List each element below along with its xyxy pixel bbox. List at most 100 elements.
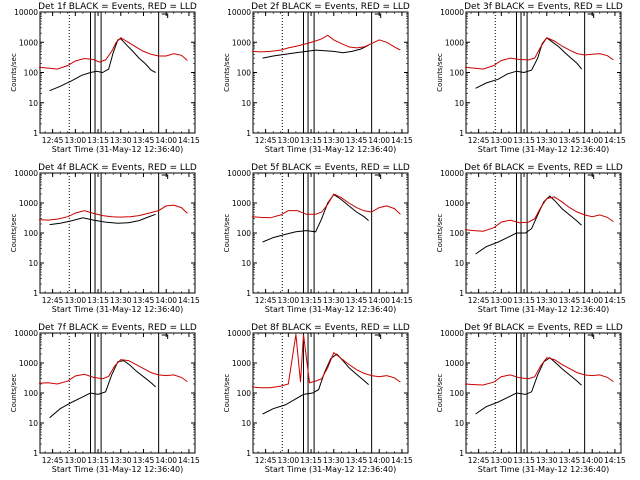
x-tick-label: 13:00 <box>65 296 87 305</box>
interval-bracket <box>374 13 382 18</box>
series-red-line <box>38 37 188 70</box>
x-tick-label: 14:00 <box>368 296 390 305</box>
x-tick-label: 12:45 <box>42 296 64 305</box>
panel-3: Det 3f BLACK = Events, RED = LLD 1 10 100 10… <box>436 2 626 154</box>
series-red-line <box>38 204 188 221</box>
x-tick-label: 12:45 <box>468 456 490 465</box>
series-black-line <box>262 193 369 243</box>
panel-title: Det 6f BLACK = Events, RED = LLD <box>464 163 623 173</box>
y-tick-label: 10 <box>454 419 464 428</box>
interval-bracket <box>587 13 595 18</box>
series-black-line <box>262 44 369 59</box>
y-tick-label: 1 <box>246 129 251 138</box>
x-tick-label: 14:15 <box>391 456 413 465</box>
panel-title: Det 9f BLACK = Events, RED = LLD <box>464 323 623 333</box>
y-tick-label: 1000 <box>19 199 38 208</box>
y-tick-label: 10 <box>241 259 251 268</box>
y-tick-label: 100 <box>237 229 252 238</box>
x-tick-label: 14:15 <box>178 456 200 465</box>
panel-1: Det 1f BLACK = Events, RED = LLD 1 10 100 10… <box>10 2 200 154</box>
x-tick-label: 13:45 <box>559 456 581 465</box>
x-tick-label: 14:15 <box>178 136 200 145</box>
x-tick-label: 13:45 <box>346 136 368 145</box>
y-tick-label: 1 <box>33 129 38 138</box>
x-tick-label: 13:15 <box>300 456 322 465</box>
y-axis-label: Counts/sec <box>223 53 231 92</box>
panel-7: Det 7f BLACK = Events, RED = LLD 1 10 100 10… <box>10 323 200 474</box>
y-tick-label: 10 <box>241 419 251 428</box>
y-tick-label: 1000 <box>445 38 464 47</box>
x-tick-label: 14:00 <box>155 456 177 465</box>
x-axis-label: Start Time (31-May-12 12:36:40) <box>478 465 609 474</box>
y-tick-label: 10 <box>28 99 38 108</box>
x-tick-label: 13:00 <box>65 136 87 145</box>
series-red-line <box>464 357 614 386</box>
x-tick-label: 14:15 <box>391 136 413 145</box>
x-tick-label: 13:30 <box>536 456 558 465</box>
interval-bracket <box>161 13 169 18</box>
y-tick-label: 100 <box>450 69 465 78</box>
y-tick-label: 1000 <box>232 199 251 208</box>
panel-title: Det 5f BLACK = Events, RED = LLD <box>251 163 410 173</box>
y-tick-label: 1 <box>459 129 464 138</box>
x-axis-label: Start Time (31-May-12 12:36:40) <box>265 465 396 474</box>
y-tick-label: 1 <box>459 449 464 458</box>
x-tick-label: 14:00 <box>581 456 603 465</box>
y-tick-label: 10000 <box>227 329 251 338</box>
x-axis-label: Start Time (31-May-12 12:36:40) <box>52 465 183 474</box>
panel-9: Det 9f BLACK = Events, RED = LLD 1 10 100 10… <box>436 323 626 474</box>
series-red-line <box>464 196 614 232</box>
x-axis-label: Start Time (31-May-12 12:36:40) <box>52 305 183 314</box>
x-tick-label: 13:15 <box>300 136 322 145</box>
x-tick-label: 13:45 <box>559 296 581 305</box>
x-tick-label: 13:00 <box>278 456 300 465</box>
series-black-line <box>49 360 156 419</box>
y-tick-label: 10000 <box>440 8 464 17</box>
x-tick-label: 13:45 <box>133 296 155 305</box>
x-tick-label: 13:30 <box>536 136 558 145</box>
interval-bracket <box>161 334 169 339</box>
series-black-line <box>49 38 156 92</box>
x-tick-label: 13:30 <box>110 136 132 145</box>
y-axis-label: Counts/sec <box>10 374 18 413</box>
y-tick-label: 1 <box>246 289 251 298</box>
x-tick-label: 14:15 <box>604 456 626 465</box>
x-tick-label: 12:45 <box>42 136 64 145</box>
x-tick-label: 13:15 <box>87 296 109 305</box>
x-tick-label: 13:15 <box>87 136 109 145</box>
x-tick-label: 13:30 <box>110 296 132 305</box>
y-tick-label: 10000 <box>440 169 464 178</box>
panel-title: Det 8f BLACK = Events, RED = LLD <box>251 323 410 333</box>
y-tick-label: 10 <box>28 259 38 268</box>
series-red-line <box>38 359 188 385</box>
x-tick-label: 13:30 <box>536 296 558 305</box>
panel-title: Det 7f BLACK = Events, RED = LLD <box>38 323 197 333</box>
y-axis-label: Counts/sec <box>223 374 231 413</box>
x-tick-label: 13:45 <box>346 296 368 305</box>
y-tick-label: 1 <box>459 289 464 298</box>
x-axis-label: Start Time (31-May-12 12:36:40) <box>478 145 609 154</box>
y-tick-label: 1000 <box>445 359 464 368</box>
y-tick-label: 1 <box>33 289 38 298</box>
y-tick-label: 10000 <box>14 169 38 178</box>
y-tick-label: 10000 <box>14 329 38 338</box>
interval-bracket <box>587 334 595 339</box>
panel-8: Det 8f BLACK = Events, RED = LLD 1 10 100 10… <box>223 323 413 474</box>
interval-bracket <box>587 174 595 179</box>
x-tick-label: 14:00 <box>581 136 603 145</box>
x-tick-label: 12:45 <box>255 136 277 145</box>
y-axis-label: Counts/sec <box>10 214 18 253</box>
x-tick-label: 13:00 <box>491 456 513 465</box>
x-tick-label: 12:45 <box>255 456 277 465</box>
y-axis-label: Counts/sec <box>436 374 444 413</box>
y-tick-label: 10 <box>454 259 464 268</box>
y-axis-label: Counts/sec <box>10 53 18 92</box>
series-black-line <box>475 357 582 415</box>
x-tick-label: 12:45 <box>468 296 490 305</box>
x-tick-label: 13:30 <box>323 136 345 145</box>
y-tick-label: 10 <box>454 99 464 108</box>
x-tick-label: 13:00 <box>278 136 300 145</box>
y-tick-label: 10000 <box>227 8 251 17</box>
panel-title: Det 1f BLACK = Events, RED = LLD <box>38 2 197 12</box>
